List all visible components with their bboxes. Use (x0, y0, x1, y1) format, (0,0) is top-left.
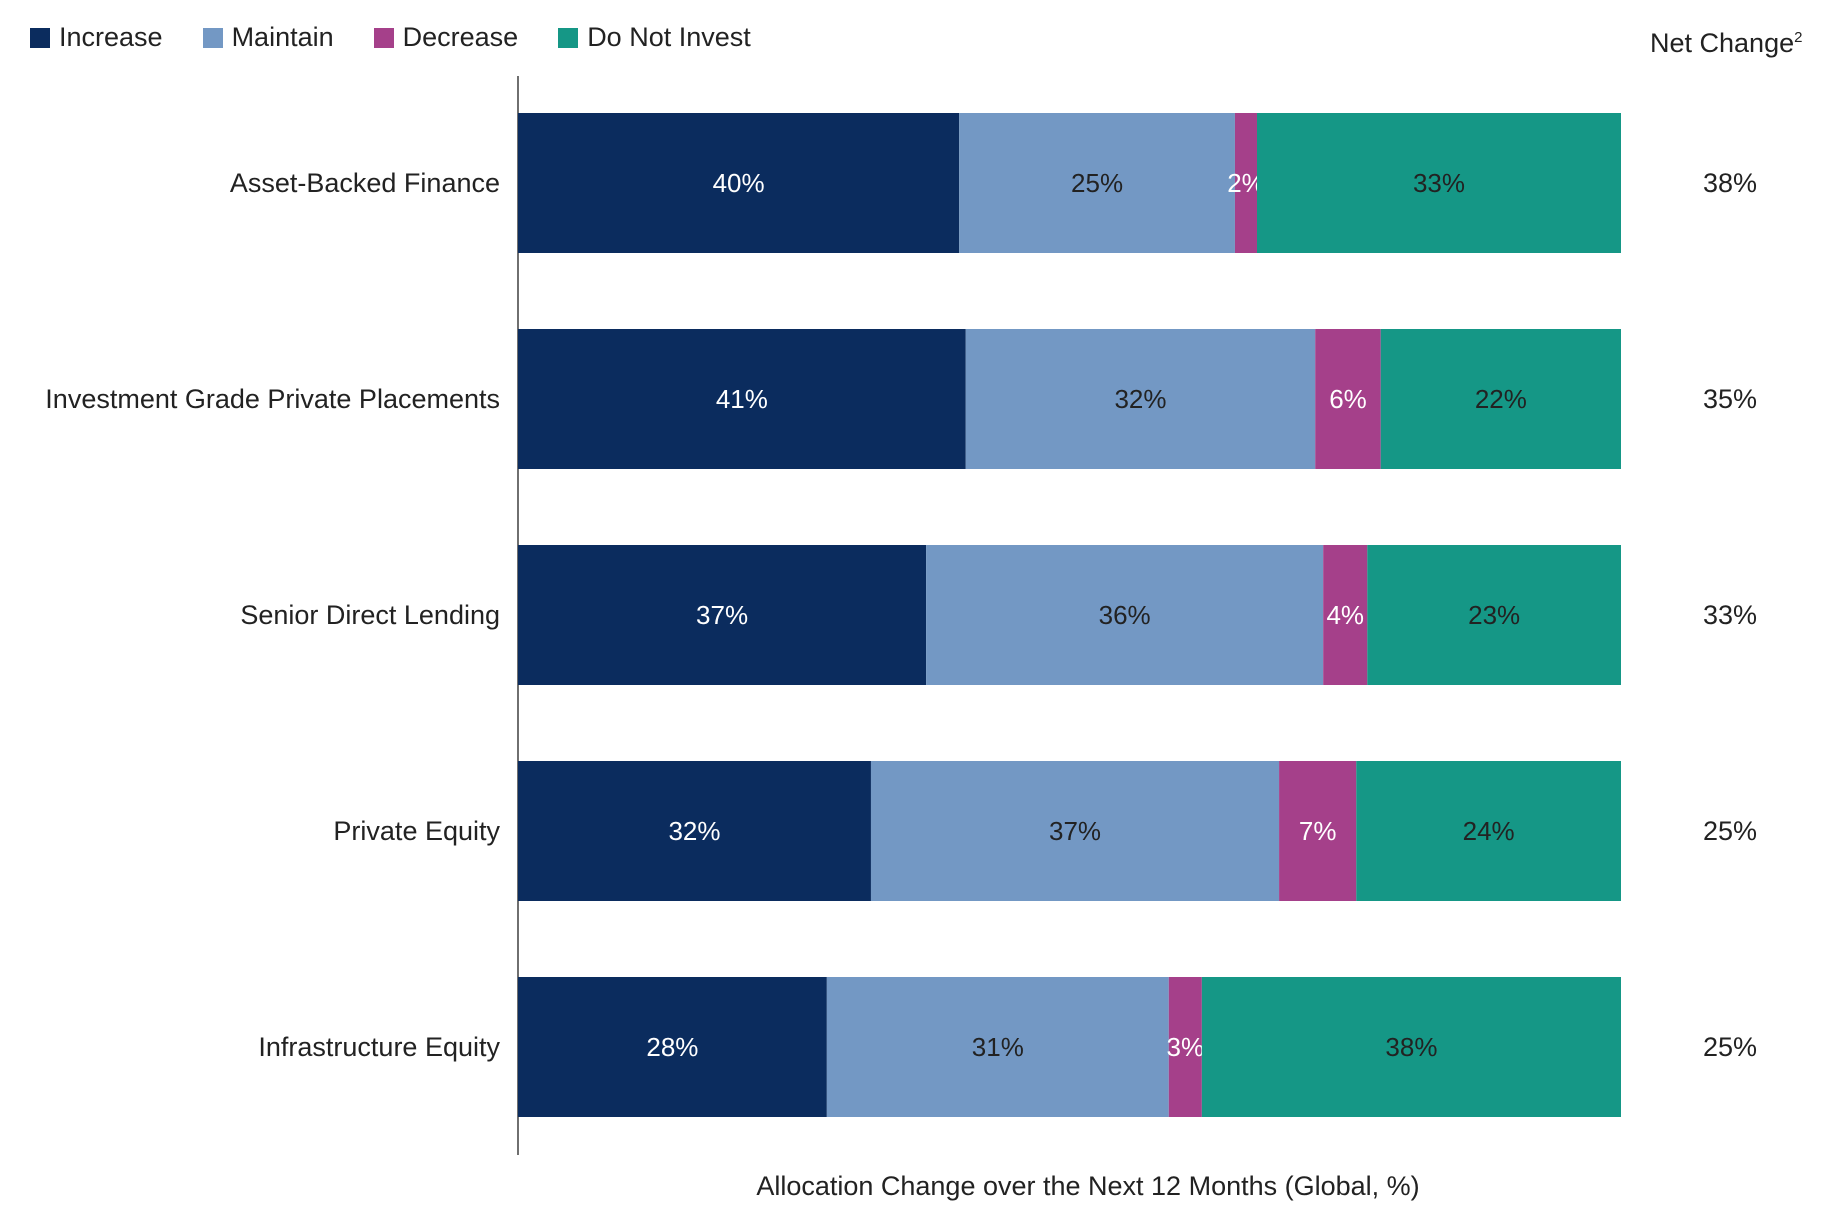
net-change-value: 38% (1703, 168, 1757, 198)
category-label: Private Equity (333, 816, 500, 846)
x-axis-label: Allocation Change over the Next 12 Month… (756, 1171, 1419, 1201)
data-label: 32% (668, 816, 720, 846)
net-change-header-text: Net Change (1650, 28, 1795, 58)
bar-segment-do-not-invest (1356, 761, 1621, 901)
legend: Increase Maintain Decrease Do Not Invest (30, 22, 751, 53)
data-label: 25% (1071, 168, 1123, 198)
data-label: 40% (713, 168, 765, 198)
legend-label: Decrease (402, 22, 519, 52)
net-change-value: 25% (1703, 1032, 1757, 1062)
bar-segment-maintain (959, 113, 1235, 253)
legend-item-do-not-invest: Do Not Invest (558, 22, 751, 53)
category-label: Senior Direct Lending (240, 600, 500, 630)
bar-segment-increase (518, 113, 960, 253)
legend-swatch (30, 27, 50, 48)
legend-item-maintain: Maintain (202, 22, 334, 53)
legend-swatch (373, 27, 394, 48)
data-label: 32% (1114, 384, 1166, 414)
data-label: 37% (1049, 816, 1101, 846)
bar-segment-maintain (870, 761, 1280, 901)
bar-segment-do-not-invest (1380, 329, 1621, 469)
bar-segment-decrease (1234, 113, 1258, 253)
data-label: 41% (716, 384, 768, 414)
category-label: Infrastructure Equity (258, 1032, 500, 1062)
data-label: 24% (1463, 816, 1515, 846)
bar-segment-increase (518, 977, 827, 1117)
data-label: 31% (972, 1032, 1024, 1062)
net-change-value: 25% (1703, 816, 1757, 846)
bar-segment-do-not-invest (1257, 113, 1621, 253)
bar-segment-maintain (826, 977, 1169, 1117)
data-label: 23% (1468, 600, 1520, 630)
net-change-footnote: 2 (1794, 29, 1803, 46)
data-label: 33% (1413, 168, 1465, 198)
bar-segment-decrease (1168, 977, 1202, 1117)
bar-segment-increase (518, 545, 927, 685)
legend-swatch (558, 27, 579, 48)
data-label: 6% (1329, 384, 1367, 414)
legend-swatch (202, 27, 223, 48)
legend-item-increase: Increase (30, 22, 163, 53)
data-label: 38% (1385, 1032, 1437, 1062)
legend-label: Increase (59, 22, 163, 52)
bar-segment-decrease (1315, 329, 1381, 469)
bar-segment-do-not-invest (1201, 977, 1621, 1117)
data-label: 37% (696, 600, 748, 630)
bar-segment-decrease (1279, 761, 1357, 901)
legend-item-decrease: Decrease (373, 22, 519, 53)
bar-segment-do-not-invest (1367, 545, 1621, 685)
category-label: Investment Grade Private Placements (45, 384, 500, 414)
data-label: 7% (1299, 816, 1337, 846)
bar-segment-decrease (1323, 545, 1368, 685)
data-label: 4% (1326, 600, 1364, 630)
net-change-value: 33% (1703, 600, 1757, 630)
data-label: 36% (1099, 600, 1151, 630)
data-label: 28% (646, 1032, 698, 1062)
data-label: 22% (1475, 384, 1527, 414)
bar-segment-increase (518, 761, 871, 901)
bar-segment-maintain (965, 329, 1316, 469)
bar-segment-maintain (926, 545, 1324, 685)
legend-label: Do Not Invest (587, 22, 751, 52)
net-change-header: Net Change2 (1650, 28, 1802, 59)
legend-label: Maintain (231, 22, 334, 52)
data-label: 3% (1167, 1032, 1205, 1062)
bar-segment-increase (518, 329, 966, 469)
category-label: Asset-Backed Finance (230, 168, 500, 198)
net-change-value: 35% (1703, 384, 1757, 414)
